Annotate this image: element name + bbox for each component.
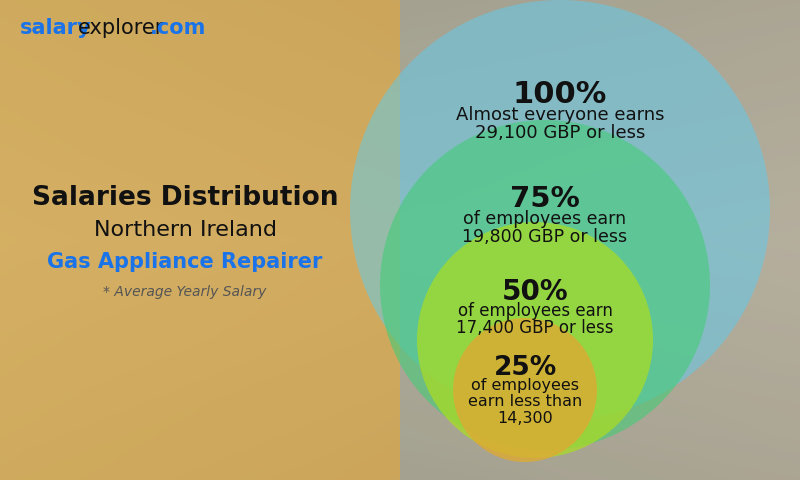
Text: Gas Appliance Repairer: Gas Appliance Repairer bbox=[47, 252, 322, 272]
Text: Salaries Distribution: Salaries Distribution bbox=[32, 185, 338, 211]
Text: * Average Yearly Salary: * Average Yearly Salary bbox=[103, 285, 266, 299]
Text: explorer: explorer bbox=[78, 18, 164, 38]
Circle shape bbox=[417, 222, 653, 458]
Text: of employees: of employees bbox=[471, 378, 579, 393]
Text: Northern Ireland: Northern Ireland bbox=[94, 220, 277, 240]
Circle shape bbox=[350, 0, 770, 420]
Text: 25%: 25% bbox=[494, 355, 557, 381]
Text: of employees earn: of employees earn bbox=[458, 302, 613, 320]
Text: earn less than: earn less than bbox=[468, 395, 582, 409]
Text: 100%: 100% bbox=[513, 80, 607, 109]
Text: 17,400 GBP or less: 17,400 GBP or less bbox=[456, 319, 614, 337]
Text: salary: salary bbox=[20, 18, 92, 38]
Bar bbox=[0, 0, 400, 480]
Text: .com: .com bbox=[150, 18, 206, 38]
Text: 50%: 50% bbox=[502, 278, 568, 306]
Text: Almost everyone earns: Almost everyone earns bbox=[456, 106, 664, 124]
Text: 19,800 GBP or less: 19,800 GBP or less bbox=[462, 228, 627, 245]
Circle shape bbox=[380, 120, 710, 450]
Text: of employees earn: of employees earn bbox=[463, 210, 626, 228]
Bar bbox=[400, 0, 800, 480]
Circle shape bbox=[453, 318, 597, 462]
Text: 29,100 GBP or less: 29,100 GBP or less bbox=[475, 124, 645, 142]
Text: 75%: 75% bbox=[510, 185, 580, 213]
Text: 14,300: 14,300 bbox=[497, 411, 553, 426]
